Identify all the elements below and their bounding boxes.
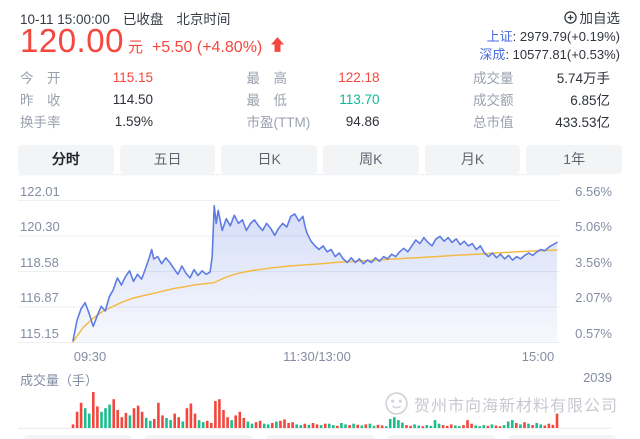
stat-row: 成交额 6.85亿 [473, 88, 610, 110]
period-tabs: 分时 五日 日K 周K 月K 1年 [18, 145, 623, 174]
stat-label: 昨 收 [20, 93, 61, 108]
index-shenzhen[interactable]: 深成: 10577.81(+0.53%) [479, 44, 620, 63]
x-axis: 09:30 11:30/13:00 15:00 [0, 348, 640, 366]
tab-1年[interactable]: 1年 [526, 145, 623, 174]
bottom-button-placeholder[interactable] [385, 435, 497, 439]
timezone-label: 北京时间 [176, 12, 231, 27]
y-axis-price-label: 120.30 [20, 219, 60, 234]
stat-row: 总市值 433.53亿 [473, 110, 610, 132]
quote-time-status: 10-11 15:00:00 已收盘 北京时间 [20, 8, 243, 28]
stats-column: 今 开 115.15 昨 收 114.50 换手率 1.59% [20, 66, 153, 132]
stat-label: 成交额 [473, 93, 514, 108]
stat-label: 成交量 [473, 71, 514, 86]
y-axis-pct-label: 2.07% [575, 290, 612, 305]
stat-row: 最 高 122.18 [247, 66, 380, 88]
bottom-button-placeholder[interactable] [143, 435, 255, 439]
current-price: 120.00 [20, 22, 124, 59]
stat-row: 换手率 1.59% [20, 110, 153, 132]
volume-title: 成交量（手） [20, 373, 99, 388]
y-axis-pct-label: 0.57% [575, 326, 612, 341]
stat-label: 最 低 [246, 93, 288, 108]
index-value: : 10577.81(+0.53%) [505, 47, 620, 62]
bottom-buttons [22, 435, 618, 439]
tab-日K[interactable]: 日K [221, 145, 318, 174]
y-axis-pct-label: 5.06% [575, 219, 612, 234]
y-axis-price-label: 115.15 [20, 326, 59, 341]
y-axis-price-label: 122.01 [20, 184, 60, 199]
stat-label: 市盈(TTM) [246, 115, 311, 130]
price-line: 120.00 元 +5.50 (+4.80%) [20, 22, 285, 60]
circled-plus-icon [563, 10, 577, 24]
stat-value: 5.74万手 [556, 71, 610, 86]
stat-row: 成交量 5.74万手 [473, 66, 610, 88]
stat-label: 总市值 [473, 115, 514, 130]
stat-label: 最 高 [246, 71, 288, 86]
x-axis-label: 15:00 [521, 349, 555, 364]
stat-value: 1.59% [114, 113, 153, 129]
tab-五日[interactable]: 五日 [119, 145, 216, 174]
stat-row: 市盈(TTM) 94.86 [247, 110, 380, 132]
bottom-button-placeholder[interactable] [264, 435, 376, 439]
stats-column: 最 高 122.18 最 低 113.70 市盈(TTM) 94.86 [247, 66, 380, 132]
stat-value: 113.70 [339, 91, 380, 107]
stats-grid: 今 开 115.15 昨 收 114.50 换手率 1.59% 最 高 122.18 最 低 11… [0, 62, 640, 132]
stat-label: 换手率 [20, 115, 61, 130]
intraday-chart: 122.01 120.30 118.58 116.87 115.15 6.56%… [0, 174, 640, 429]
bottom-button-placeholder[interactable] [22, 435, 133, 439]
stat-row: 昨 收 114.50 [20, 88, 153, 110]
y-axis-pct-label: 6.56% [575, 184, 612, 199]
y-axis-pct-label: 3.56% [575, 255, 612, 270]
y-axis-price-label: 118.58 [20, 255, 59, 270]
index-value: : 2979.79(+0.19%) [512, 29, 620, 44]
volume-header: 成交量（手） 2039 [0, 366, 640, 388]
x-axis-label: 09:30 [73, 349, 107, 364]
stat-value: 122.18 [338, 69, 380, 85]
tab-分时[interactable]: 分时 [18, 145, 114, 174]
stats-column: 成交量 5.74万手成交额 6.85亿总市值 433.53亿 [473, 66, 610, 132]
stat-value: 433.53亿 [555, 115, 610, 130]
market-status: 已收盘 [122, 12, 164, 27]
up-arrow-icon [271, 36, 285, 52]
index-shanghai[interactable]: 上证: 2979.79(+0.19%) [487, 26, 620, 45]
stat-value: 94.86 [345, 113, 380, 129]
stat-value: 6.85亿 [570, 93, 610, 108]
add-watchlist-button[interactable]: 加自选 [563, 7, 621, 27]
volume-latest-value: 2039 [583, 370, 612, 385]
index-name: 上证 [486, 29, 513, 44]
stat-row: 最 低 113.70 [247, 88, 380, 110]
bottom-button-placeholder[interactable] [507, 435, 618, 439]
tab-周K[interactable]: 周K [323, 145, 419, 174]
index-name: 深成 [479, 47, 506, 62]
price-change: +5.50 (+4.80%) [151, 39, 263, 56]
x-axis-label: 11:30/13:00 [283, 349, 351, 364]
stat-label: 今 开 [20, 71, 61, 86]
stat-value: 114.50 [112, 91, 153, 107]
y-axis-price-label: 116.87 [20, 290, 59, 305]
tab-月K[interactable]: 月K [424, 145, 521, 174]
stat-value: 115.15 [112, 69, 153, 85]
price-chart-canvas [18, 174, 560, 343]
volume-chart-canvas [18, 392, 612, 429]
header: 10-11 15:00:00 已收盘 北京时间 120.00 元 +5.50 (+4… [0, 0, 640, 62]
add-watchlist-label: 加自选 [579, 11, 621, 26]
stat-row: 今 开 115.15 [20, 66, 153, 88]
quote-datetime: 10-11 15:00:00 [20, 12, 110, 27]
currency-unit: 元 [127, 39, 143, 56]
